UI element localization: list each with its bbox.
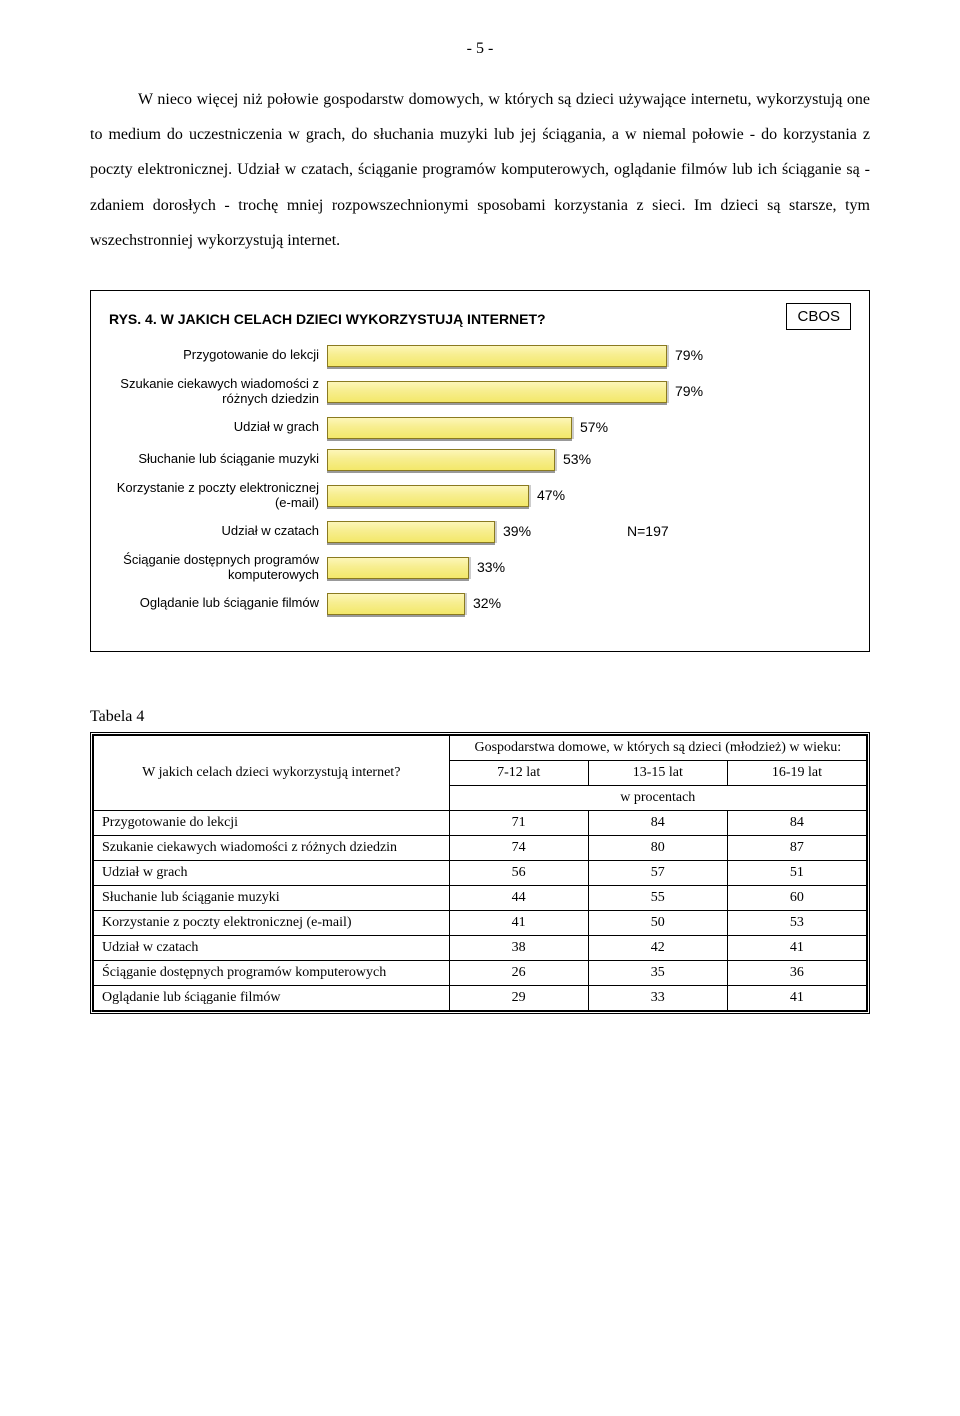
- row-value: 42: [588, 935, 727, 960]
- bar-row: Oglądanie lub ściąganie filmów 32%: [109, 593, 851, 615]
- row-value: 51: [727, 860, 866, 885]
- row-value: 36: [727, 960, 866, 985]
- row-value: 41: [727, 935, 866, 960]
- bar-fill: [327, 485, 529, 507]
- row-value: 41: [449, 910, 588, 935]
- row-value: 71: [449, 810, 588, 835]
- table-outer: W jakich celach dzieci wykorzystują inte…: [90, 732, 870, 1014]
- row-value: 57: [588, 860, 727, 885]
- bar-value: 53%: [563, 451, 591, 467]
- bar-row: Udział w czatach 39% N=197: [109, 521, 851, 543]
- row-value: 55: [588, 885, 727, 910]
- bar-fill: [327, 381, 667, 403]
- bar-track: 57%: [327, 417, 851, 439]
- row-value: 50: [588, 910, 727, 935]
- bar-value: 79%: [675, 347, 703, 363]
- row-label: Szukanie ciekawych wiadomości z różnych …: [94, 835, 450, 860]
- row-value: 41: [727, 985, 866, 1010]
- row-label: Słuchanie lub ściąganie muzyki: [94, 885, 450, 910]
- bar-label: Przygotowanie do lekcji: [109, 348, 327, 363]
- age-col-1: 13-15 lat: [588, 760, 727, 785]
- chart-title: RYS. 4. W JAKICH CELACH DZIECI WYKORZYST…: [109, 311, 851, 327]
- row-value: 38: [449, 935, 588, 960]
- bar-value: 57%: [580, 419, 608, 435]
- page-number: - 5 -: [90, 40, 870, 58]
- table-row: Słuchanie lub ściąganie muzyki445560: [94, 885, 867, 910]
- bar-label: Udział w grach: [109, 420, 327, 435]
- bar-value: 79%: [675, 383, 703, 399]
- row-value: 29: [449, 985, 588, 1010]
- bar-value: 39%: [503, 523, 531, 539]
- row-value: 26: [449, 960, 588, 985]
- row-value: 87: [727, 835, 866, 860]
- row-value: 84: [588, 810, 727, 835]
- bar-track: 79%: [327, 345, 851, 367]
- bar-track: 79%: [327, 381, 851, 403]
- bar-row: Słuchanie lub ściąganie muzyki 53%: [109, 449, 851, 471]
- row-value: 60: [727, 885, 866, 910]
- bar-row: Udział w grach 57%: [109, 417, 851, 439]
- bar-label: Szukanie ciekawych wiadomości z różnych …: [109, 377, 327, 407]
- row-value: 35: [588, 960, 727, 985]
- row-label: Udział w grach: [94, 860, 450, 885]
- table-row: Szukanie ciekawych wiadomości z różnych …: [94, 835, 867, 860]
- row-value: 33: [588, 985, 727, 1010]
- bar-fill: [327, 557, 469, 579]
- table-row: Udział w grach565751: [94, 860, 867, 885]
- table-header-row-1: W jakich celach dzieci wykorzystują inte…: [94, 735, 867, 760]
- chart-bars: Przygotowanie do lekcji 79% Szukanie cieka…: [109, 345, 851, 615]
- row-value: 44: [449, 885, 588, 910]
- bar-label: Słuchanie lub ściąganie muzyki: [109, 452, 327, 467]
- row-label: Udział w czatach: [94, 935, 450, 960]
- row-value: 84: [727, 810, 866, 835]
- bar-row: Przygotowanie do lekcji 79%: [109, 345, 851, 367]
- row-label: Oglądanie lub ściąganie filmów: [94, 985, 450, 1010]
- table-row: Przygotowanie do lekcji718484: [94, 810, 867, 835]
- bar-value: 33%: [477, 559, 505, 575]
- bar-fill: [327, 521, 495, 543]
- row-label: Przygotowanie do lekcji: [94, 810, 450, 835]
- n-label: N=197: [627, 523, 669, 539]
- age-col-2: 16-19 lat: [727, 760, 866, 785]
- data-table: W jakich celach dzieci wykorzystują inte…: [93, 735, 867, 1011]
- row-label: Korzystanie z poczty elektronicznej (e-m…: [94, 910, 450, 935]
- bar-label: Korzystanie z poczty elektronicznej (e-m…: [109, 481, 327, 511]
- page: - 5 - W nieco więcej niż połowie gospoda…: [0, 0, 960, 1054]
- bar-fill: [327, 449, 555, 471]
- bar-value: 32%: [473, 595, 501, 611]
- chart-container: CBOS RYS. 4. W JAKICH CELACH DZIECI WYKO…: [90, 290, 870, 652]
- bar-row: Szukanie ciekawych wiadomości z różnych …: [109, 377, 851, 407]
- bar-row: Ściąganie dostępnych programów komputero…: [109, 553, 851, 583]
- table-question-header: W jakich celach dzieci wykorzystują inte…: [94, 735, 450, 810]
- table-row: Udział w czatach384241: [94, 935, 867, 960]
- bar-track: 33%: [327, 557, 851, 579]
- bar-track: 32%: [327, 593, 851, 615]
- row-value: 80: [588, 835, 727, 860]
- table-row: Ściąganie dostępnych programów komputero…: [94, 960, 867, 985]
- bar-fill: [327, 345, 667, 367]
- bar-fill: [327, 417, 572, 439]
- table-row: Oglądanie lub ściąganie filmów293341: [94, 985, 867, 1010]
- bar-label: Udział w czatach: [109, 524, 327, 539]
- cbos-badge: CBOS: [786, 303, 851, 330]
- bar-track: 53%: [327, 449, 851, 471]
- row-value: 56: [449, 860, 588, 885]
- bar-track: 47%: [327, 485, 851, 507]
- table-age-header: Gospodarstwa domowe, w których są dzieci…: [449, 735, 866, 760]
- age-col-0: 7-12 lat: [449, 760, 588, 785]
- bar-row: Korzystanie z poczty elektronicznej (e-m…: [109, 481, 851, 511]
- table-caption: Tabela 4: [90, 708, 870, 726]
- bar-label: Oglądanie lub ściąganie filmów: [109, 596, 327, 611]
- table-row: Korzystanie z poczty elektronicznej (e-m…: [94, 910, 867, 935]
- body-paragraph: W nieco więcej niż połowie gospodarstw d…: [90, 82, 870, 258]
- row-value: 53: [727, 910, 866, 935]
- bar-fill: [327, 593, 465, 615]
- row-label: Ściąganie dostępnych programów komputero…: [94, 960, 450, 985]
- bar-label: Ściąganie dostępnych programów komputero…: [109, 553, 327, 583]
- bar-track: 39% N=197: [327, 521, 851, 543]
- table-body: Przygotowanie do lekcji718484Szukanie ci…: [94, 810, 867, 1010]
- percent-label: w procentach: [449, 785, 866, 810]
- bar-value: 47%: [537, 487, 565, 503]
- row-value: 74: [449, 835, 588, 860]
